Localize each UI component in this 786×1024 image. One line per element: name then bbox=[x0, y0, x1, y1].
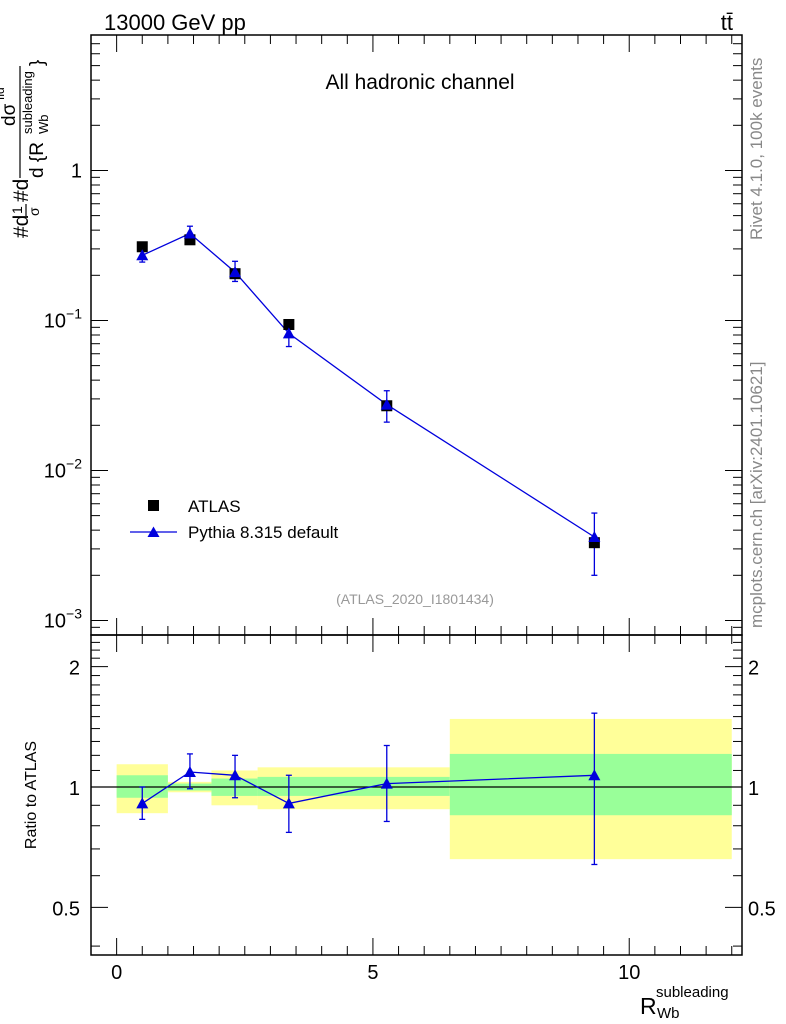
legend-pythia-label: Pythia 8.315 default bbox=[188, 523, 339, 542]
svg-text:fid: fid bbox=[0, 87, 7, 100]
legend-atlas-label: ATLAS bbox=[188, 497, 241, 516]
ylabel-mid: #d bbox=[10, 179, 33, 202]
main-y-tick-labels: 1 10−1 10−2 10−3 bbox=[44, 160, 82, 632]
main-y-tick-label: 10−3 bbox=[44, 605, 82, 632]
ratio-band-inner bbox=[449, 753, 732, 816]
ratio-point bbox=[282, 797, 295, 809]
ratio-point bbox=[229, 769, 242, 781]
svg-text:#d: #d bbox=[10, 215, 33, 238]
pythia-point bbox=[183, 227, 196, 239]
main-y-tick-label: 10−1 bbox=[44, 305, 82, 332]
ratio-x-tick-label: 10 bbox=[618, 962, 640, 984]
ylabel-den: d {R bbox=[27, 142, 48, 178]
svg-text:subleading: subleading bbox=[20, 71, 35, 134]
pythia-point bbox=[229, 266, 242, 278]
svg-text:R: R bbox=[640, 993, 657, 1019]
ratio-y-tick-label-right: 2 bbox=[748, 658, 759, 680]
pythia-data-points bbox=[136, 227, 601, 543]
legend-atlas-marker bbox=[148, 500, 159, 511]
ylabel-close: } bbox=[27, 60, 48, 66]
ylabel-den-sup: subleading bbox=[20, 71, 35, 134]
xlabel-sup: subleading bbox=[656, 984, 729, 1001]
svg-text:Wb: Wb bbox=[657, 1005, 680, 1022]
svg-text:dσ: dσ bbox=[0, 103, 20, 126]
ratio-error-bars bbox=[139, 712, 598, 866]
xlabel-main: R bbox=[640, 993, 657, 1019]
ratio-y-tick-label-right: 1 bbox=[748, 778, 759, 800]
side-label-rivet: Rivet 4.1.0, 100k events bbox=[747, 58, 766, 240]
main-y-tick-label: 10−2 bbox=[44, 455, 82, 482]
ratio-x-tick-label: 5 bbox=[367, 962, 378, 984]
header-energy: 13000 GeV pp bbox=[104, 10, 246, 35]
ylabel-frac-den: σ bbox=[26, 207, 42, 216]
ratio-x-tick-label: 0 bbox=[111, 962, 122, 984]
ratio-y-axis-label: Ratio to ATLAS bbox=[23, 741, 40, 849]
pythia-point bbox=[588, 531, 601, 543]
ratio-y-tick-label-right: 0.5 bbox=[748, 898, 776, 920]
legend-pythia-marker bbox=[147, 526, 160, 537]
side-label-mcplots: mcplots.cern.ch [arXiv:2401.10621] bbox=[747, 362, 766, 628]
main-panel: 1 10−1 10−2 10−3 All hadronic channel (ATLA… bbox=[0, 34, 743, 636]
svg-text:}: } bbox=[27, 60, 48, 66]
main-y-tick-label: 1 bbox=[71, 160, 82, 182]
atlas-point bbox=[588, 537, 600, 549]
main-plot-frame bbox=[90, 34, 743, 636]
ratio-point bbox=[136, 797, 149, 809]
ratio-band-inner bbox=[257, 776, 450, 796]
atlas-point bbox=[283, 318, 295, 330]
ratio-y-tick-label: 0.5 bbox=[52, 898, 80, 920]
svg-text:σ: σ bbox=[26, 207, 42, 216]
header-process: tt̄ bbox=[721, 10, 733, 35]
ratio-point bbox=[183, 766, 196, 778]
ylabel-sup: fid bbox=[0, 87, 7, 100]
ylabel-num: #d bbox=[10, 215, 33, 238]
ylabel-top: dσ bbox=[0, 103, 20, 126]
svg-text:#d: #d bbox=[10, 179, 33, 202]
legend: ATLAS Pythia 8.315 default bbox=[130, 497, 339, 542]
pythia-point bbox=[136, 249, 149, 261]
pythia-point bbox=[380, 398, 393, 410]
svg-text:subleading: subleading bbox=[656, 984, 729, 1001]
pythia-series-line bbox=[142, 232, 595, 538]
main-chart-title: All hadronic channel bbox=[325, 71, 514, 94]
ratio-point bbox=[588, 769, 601, 781]
ylabel-frac-num: 1 bbox=[9, 206, 25, 214]
ratio-y-tick-labels: 0.5 0.5 1 1 2 2 bbox=[52, 658, 776, 921]
ratio-point bbox=[380, 777, 393, 789]
xlabel-sub: Wb bbox=[657, 1005, 680, 1022]
analysis-label: (ATLAS_2020_I1801434) bbox=[336, 591, 494, 607]
ratio-plot-frame bbox=[90, 634, 743, 956]
ratio-data-points bbox=[136, 766, 601, 809]
ratio-y-tick-label: 2 bbox=[69, 658, 80, 680]
atlas-point bbox=[136, 241, 148, 253]
ratio-panel-ticks bbox=[91, 634, 742, 955]
main-panel-ticks bbox=[91, 34, 742, 636]
ratio-x-tick-labels: 0 5 10 bbox=[111, 962, 640, 984]
ratio-x-axis-label: R subleading Wb bbox=[640, 984, 729, 1022]
atlas-point bbox=[184, 234, 196, 246]
svg-text:1: 1 bbox=[9, 206, 25, 214]
main-y-axis-label: #d 1 σ #d dσ fid d {R subleading Wb } bbox=[0, 60, 51, 238]
svg-text:d {R: d {R bbox=[27, 142, 48, 178]
ylabel-den-sub: Wb bbox=[36, 115, 51, 135]
ratio-y-tick-label: 1 bbox=[69, 778, 80, 800]
svg-text:Wb: Wb bbox=[36, 115, 51, 135]
ratio-panel: 0.5 0.5 1 1 2 2 0 5 10 Ratio to ATLAS R sublead… bbox=[23, 634, 776, 1022]
pythia-point bbox=[282, 327, 295, 339]
ratio-series-line bbox=[141, 771, 595, 805]
ratio-uncertainty-bands bbox=[116, 718, 732, 860]
